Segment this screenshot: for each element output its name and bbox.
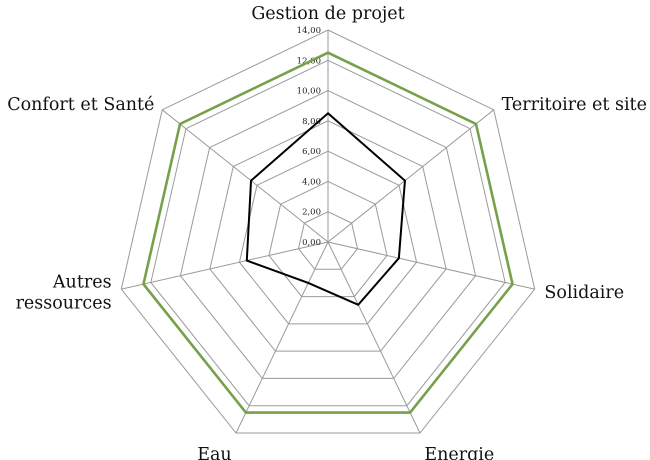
grid-ring bbox=[150, 59, 506, 407]
grid-ring bbox=[120, 29, 536, 434]
tick-label: 2,00 bbox=[302, 208, 321, 218]
grid-spoke bbox=[327, 241, 421, 434]
category-label: Energie bbox=[424, 445, 494, 460]
category-label: Eau bbox=[197, 445, 231, 460]
category-label: Autres ressources bbox=[16, 272, 112, 313]
category-labels: Gestion de projet Territoire et site Solid… bbox=[7, 4, 647, 460]
series-line bbox=[142, 51, 514, 414]
data-series bbox=[142, 51, 514, 414]
category-label: Territoire et site bbox=[502, 95, 647, 115]
grid-spoke bbox=[161, 109, 329, 243]
tick-label: 4,00 bbox=[302, 177, 321, 187]
grid-ring bbox=[268, 180, 388, 298]
grid-ring bbox=[238, 150, 418, 325]
category-label: Solidaire bbox=[544, 283, 624, 303]
tick-label: 0,00 bbox=[302, 238, 321, 248]
grid-spoke bbox=[121, 241, 329, 290]
tick-label: 8,00 bbox=[302, 117, 321, 127]
category-label: Confort et Santé bbox=[7, 95, 154, 115]
radar-grid bbox=[120, 29, 536, 434]
grid-ring bbox=[297, 211, 359, 270]
grid-ring bbox=[209, 120, 447, 352]
grid-spoke bbox=[327, 109, 495, 243]
grid-ring bbox=[179, 90, 477, 379]
tick-label: 6,00 bbox=[302, 147, 321, 157]
category-label: Gestion de projet bbox=[251, 4, 404, 24]
grid-spoke bbox=[327, 241, 535, 290]
tick-label: 10,00 bbox=[297, 87, 321, 97]
grid-spoke bbox=[235, 241, 329, 434]
tick-label: 14,00 bbox=[297, 26, 321, 36]
series-line bbox=[245, 111, 406, 306]
